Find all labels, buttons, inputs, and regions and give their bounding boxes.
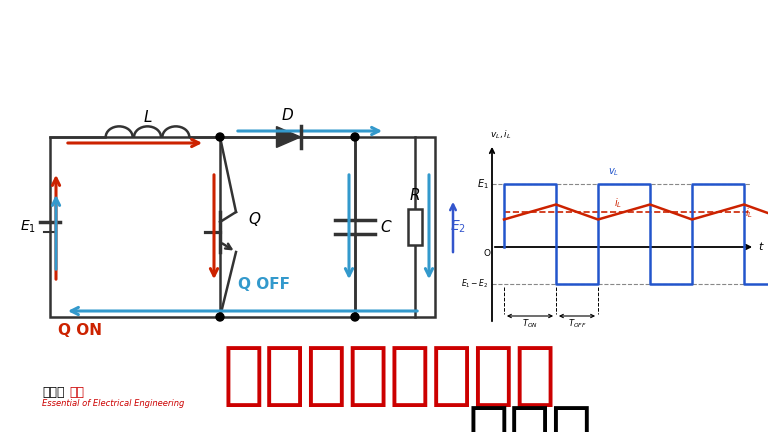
Circle shape bbox=[216, 133, 224, 141]
Text: Essential of Electrical Engineering: Essential of Electrical Engineering bbox=[42, 400, 184, 409]
Circle shape bbox=[216, 313, 224, 321]
Text: $v_L$: $v_L$ bbox=[608, 166, 619, 178]
Polygon shape bbox=[276, 127, 300, 147]
Circle shape bbox=[351, 313, 359, 321]
Text: L: L bbox=[144, 110, 152, 125]
Text: の理論: の理論 bbox=[468, 402, 593, 432]
Text: $T_{OFF}$: $T_{OFF}$ bbox=[568, 318, 586, 330]
Text: $T_{ON}$: $T_{ON}$ bbox=[522, 318, 538, 330]
Text: $E_1$: $E_1$ bbox=[20, 219, 36, 235]
Text: $i_L$: $i_L$ bbox=[614, 197, 621, 210]
Circle shape bbox=[351, 133, 359, 141]
Text: D: D bbox=[282, 108, 293, 123]
Bar bbox=[408, 209, 422, 245]
Text: $\bar{i}_L$: $\bar{i}_L$ bbox=[745, 204, 753, 220]
Text: 昇圧チョッパ回路: 昇圧チョッパ回路 bbox=[223, 342, 557, 409]
Text: C: C bbox=[380, 219, 391, 235]
Text: 神髓: 神髓 bbox=[69, 385, 84, 398]
Text: $E_2$: $E_2$ bbox=[450, 219, 466, 235]
Text: Q: Q bbox=[248, 213, 260, 228]
Text: Q ON: Q ON bbox=[58, 323, 102, 338]
Text: $E_1$: $E_1$ bbox=[477, 177, 489, 191]
Text: 電気の: 電気の bbox=[42, 385, 65, 398]
Text: R: R bbox=[409, 188, 420, 203]
Text: $E_1-E_2$: $E_1-E_2$ bbox=[462, 278, 489, 290]
Text: $t$: $t$ bbox=[758, 240, 765, 252]
Text: $v_L, i_L$: $v_L, i_L$ bbox=[490, 128, 511, 141]
Text: O: O bbox=[483, 249, 490, 258]
Bar bbox=[50, 137, 435, 317]
Text: Q OFF: Q OFF bbox=[238, 277, 290, 292]
